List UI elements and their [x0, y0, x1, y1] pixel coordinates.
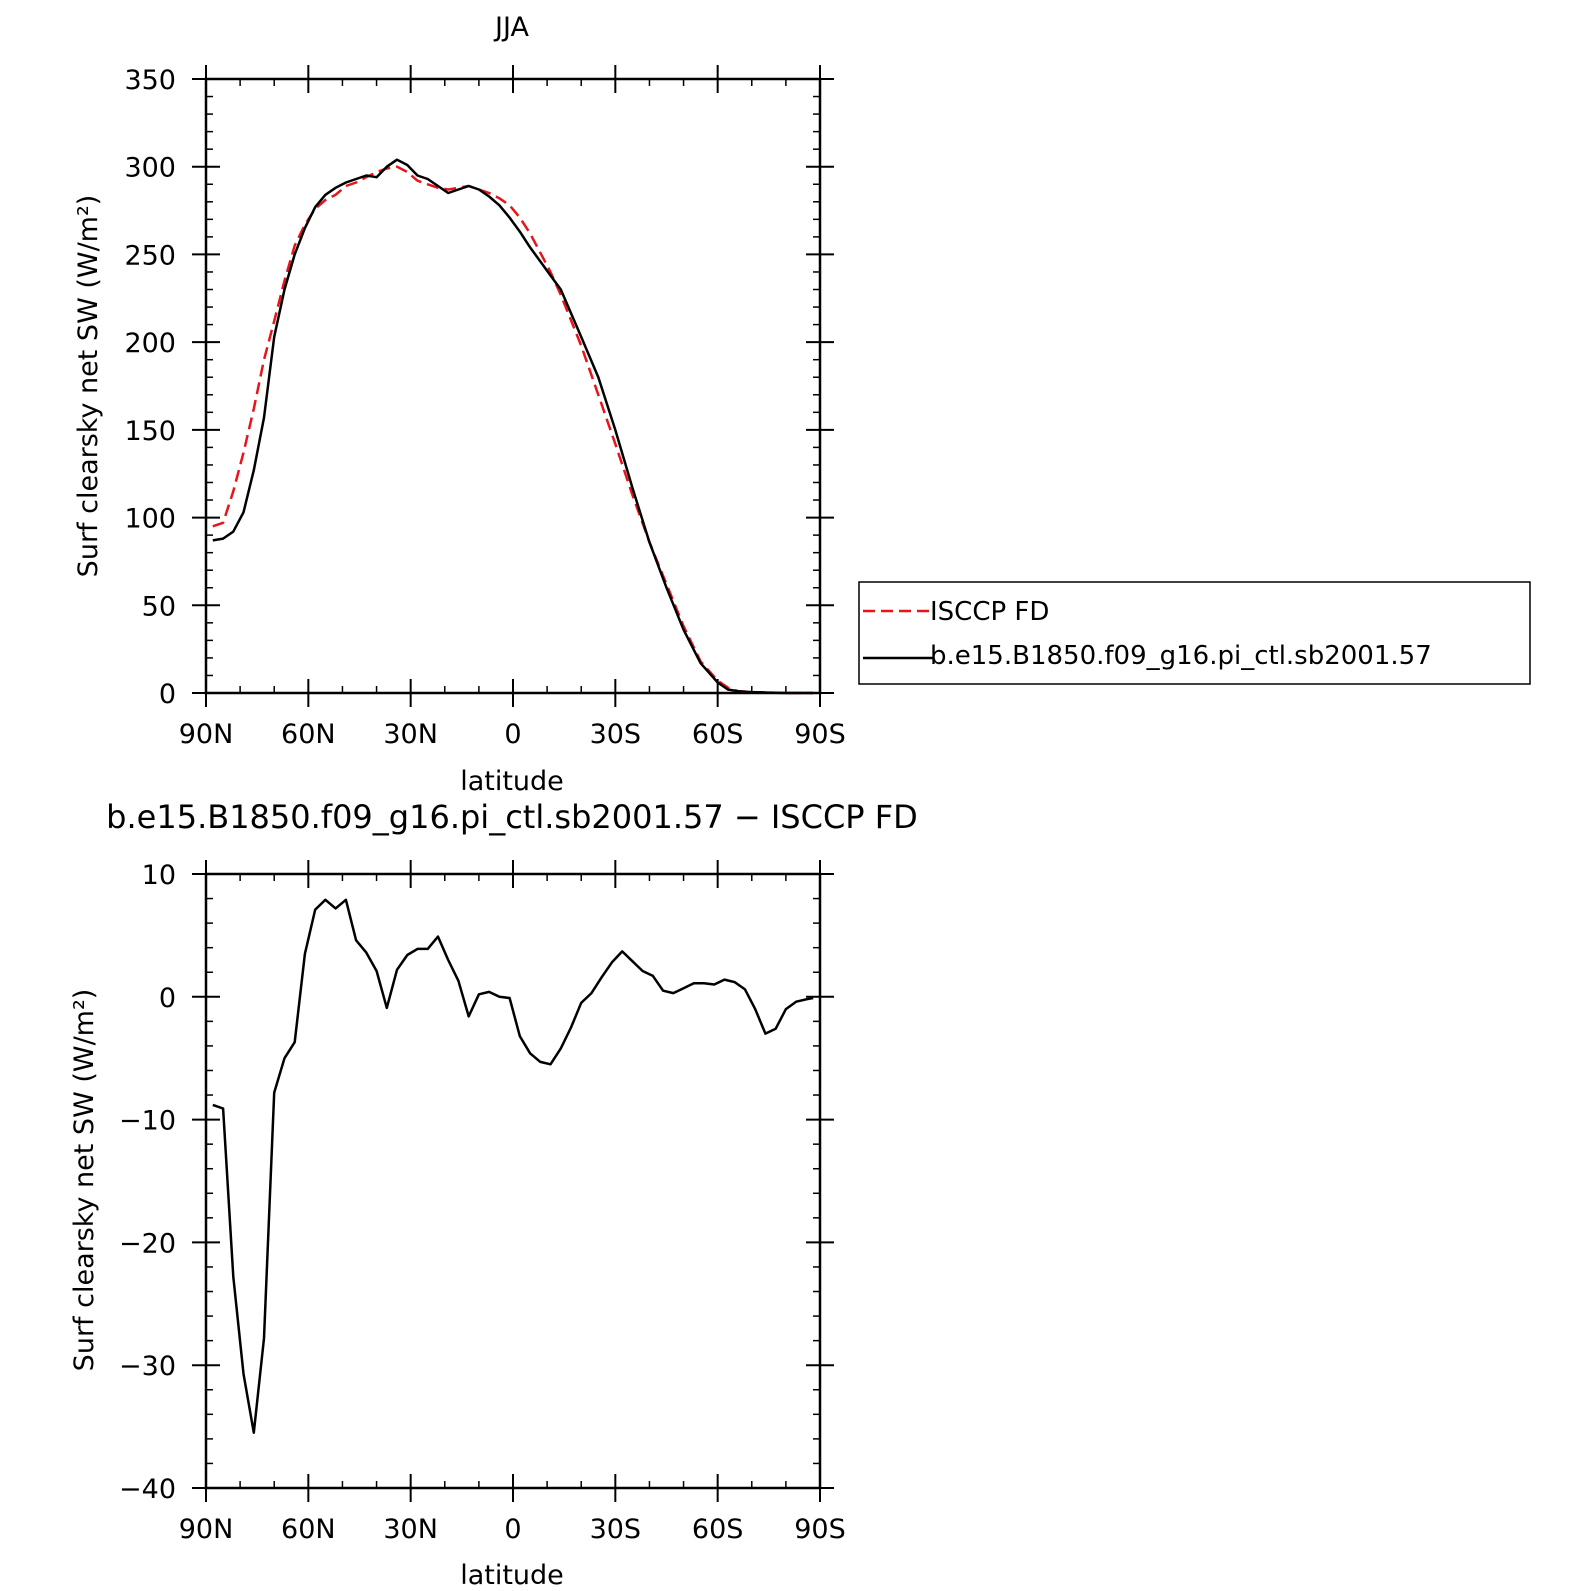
x-tick-label: 60S: [692, 719, 744, 750]
y-tick-label: 350: [124, 65, 176, 96]
x-tick-label: 60N: [281, 719, 336, 750]
y-tick-label: 50: [142, 591, 176, 622]
mean-x-axis-label: latitude: [460, 766, 564, 797]
y-tick-label: 10: [142, 860, 176, 891]
x-tick-label: 30N: [383, 719, 438, 750]
x-tick-label: 60S: [692, 1514, 744, 1545]
y-tick-label: 0: [159, 983, 176, 1014]
difference-plot-frame: [204, 872, 822, 1490]
mean-series-group: [212, 158, 814, 695]
y-tick-label: 200: [124, 328, 176, 359]
mean-panel-title: JJA: [493, 12, 529, 43]
difference-panel-title: b.e15.B1850.f09_g16.pi_ctl.sb2001.57 − I…: [106, 798, 918, 836]
y-tick-label: −40: [119, 1474, 176, 1505]
series-line-model: [212, 158, 814, 695]
difference-x-axis-label: latitude: [460, 1560, 564, 1591]
x-tick-label: 90S: [794, 719, 846, 750]
x-tick-label: 0: [504, 1514, 521, 1545]
x-tick-label: 60N: [281, 1514, 336, 1545]
y-tick-label: −20: [119, 1228, 176, 1259]
difference-series-group: [212, 898, 814, 1434]
difference-tick-group: 90N 60N 30N 0 30S 60S 90S −40 −30 −20 −10 0 10: [119, 860, 846, 1545]
y-tick-label: 100: [124, 504, 176, 535]
x-tick-label: 30N: [383, 1514, 438, 1545]
x-tick-label: 90S: [794, 1514, 846, 1545]
mean-panel: JJA 90N 60N 30N 0 30S 60S 90S 0 50 100 150 200 250 30…: [73, 12, 846, 797]
x-tick-label: 30S: [590, 1514, 642, 1545]
y-tick-label: 250: [124, 240, 176, 271]
x-tick-label: 90N: [179, 719, 234, 750]
series-line-difference: [212, 898, 814, 1434]
y-tick-label: −10: [119, 1106, 176, 1137]
y-tick-label: 0: [159, 679, 176, 710]
y-tick-label: 300: [124, 153, 176, 184]
difference-y-axis-label: Surf clearsky net SW (W/m²): [69, 989, 100, 1372]
legend-label-model: b.e15.B1850.f09_g16.pi_ctl.sb2001.57: [930, 641, 1432, 671]
difference-panel: b.e15.B1850.f09_g16.pi_ctl.sb2001.57 − I…: [69, 798, 918, 1591]
legend: ISCCP FD b.e15.B1850.f09_g16.pi_ctl.sb20…: [858, 581, 1531, 685]
x-tick-label: 30S: [590, 719, 642, 750]
mean-y-axis-label: Surf clearsky net SW (W/m²): [73, 195, 104, 578]
mean-tick-group: 90N 60N 30N 0 30S 60S 90S 0 50 100 150 200 250 300 350: [124, 65, 846, 750]
series-line-isccp: [212, 165, 814, 695]
legend-box: [858, 581, 1531, 685]
y-tick-label: −30: [119, 1351, 176, 1382]
y-tick-label: 150: [124, 416, 176, 447]
mean-plot-frame: [204, 77, 822, 695]
x-tick-label: 0: [504, 719, 521, 750]
legend-label-isccp: ISCCP FD: [930, 597, 1049, 627]
x-tick-label: 90N: [179, 1514, 234, 1545]
